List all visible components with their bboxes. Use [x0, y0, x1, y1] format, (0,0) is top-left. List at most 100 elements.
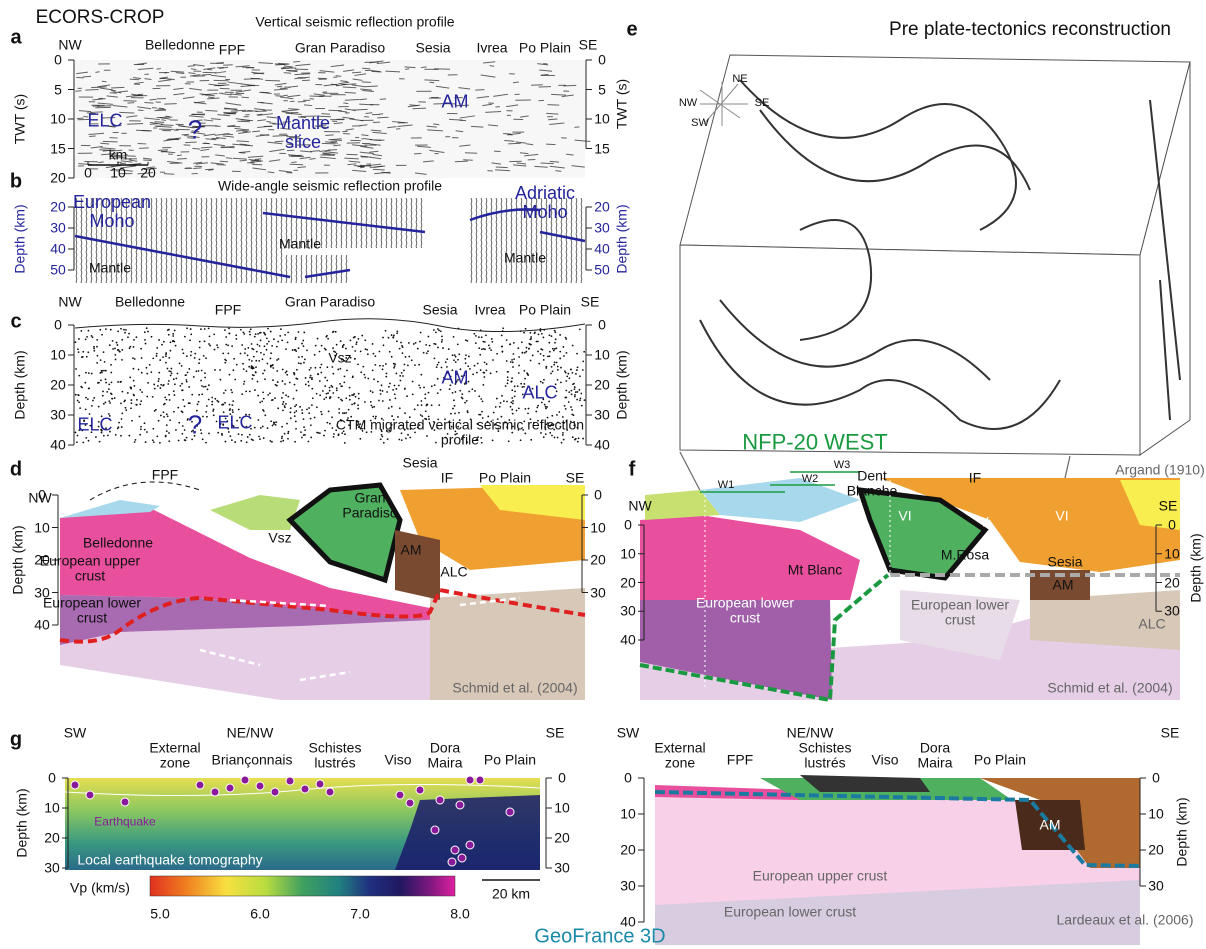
- tick-label: 30: [620, 877, 636, 894]
- reflection-dot: [372, 352, 375, 355]
- reflection-dot: [239, 416, 241, 419]
- reflection: [520, 115, 529, 118]
- reflection: [232, 157, 247, 160]
- reflection-dot: [339, 382, 341, 385]
- reflection-dot: [523, 385, 525, 388]
- reflection-dot: [551, 434, 553, 437]
- footer: GeoFrance 3D: [534, 925, 666, 948]
- reflection: [85, 89, 99, 91]
- reflection-dot: [389, 427, 392, 429]
- reflection: [163, 173, 175, 175]
- reflection-dot: [147, 382, 149, 384]
- panel-label: Vp (km/s): [70, 879, 130, 896]
- tick-label: 30: [1148, 877, 1164, 894]
- reflection-dot: [207, 384, 210, 387]
- panel-letter: a: [10, 26, 22, 49]
- reflection-dot: [241, 433, 243, 436]
- reflection-dot: [223, 415, 226, 418]
- reflection-dot: [333, 350, 335, 353]
- reflection-dot: [583, 399, 586, 402]
- reflection: [289, 163, 304, 166]
- reflection-dot: [251, 347, 254, 350]
- reflection-dot: [576, 426, 579, 429]
- reflection-dot: [293, 415, 296, 418]
- reflection-dot: [345, 357, 348, 359]
- reflection-dot: [313, 416, 316, 419]
- reflection-dot: [512, 425, 514, 428]
- reflection-dot: [120, 327, 122, 330]
- reflection: [283, 67, 290, 69]
- reflection: [317, 115, 332, 118]
- reflection-dot: [573, 382, 575, 385]
- reflection: [433, 123, 440, 126]
- panel-label: CTM migrated vertical seismic reflection…: [335, 416, 585, 447]
- reflection: [235, 89, 252, 93]
- panel-label: SW: [691, 117, 709, 130]
- reflection-dot: [454, 433, 457, 436]
- reflection-dot: [178, 362, 181, 365]
- reflection-dot: [481, 400, 484, 403]
- reflection: [92, 98, 106, 101]
- reflection-dot: [224, 329, 226, 332]
- reflection-dot: [132, 357, 134, 360]
- reflection-dot: [439, 330, 442, 333]
- tick-label: 20: [590, 551, 606, 568]
- tick-label: 0: [1152, 769, 1160, 786]
- reflection-dot: [442, 347, 444, 349]
- reflection: [540, 162, 554, 165]
- reflection: [247, 109, 258, 112]
- reflection-dot: [265, 337, 268, 340]
- reflection: [112, 154, 123, 157]
- reflection-dot: [325, 392, 328, 395]
- reflection-dot: [267, 340, 270, 343]
- reflection-dot: [96, 382, 99, 384]
- reflection-dot: [473, 332, 476, 335]
- reflection-dot: [351, 394, 354, 396]
- reflection-dot: [208, 432, 210, 435]
- reflection-dot: [543, 403, 546, 406]
- reflection-dot: [348, 398, 351, 401]
- reflection: [256, 113, 263, 116]
- reflection-dot: [394, 397, 397, 400]
- reflection-dot: [382, 441, 385, 444]
- reflection-dot: [317, 431, 320, 434]
- reflection-dot: [381, 390, 384, 392]
- reflection-dot: [556, 436, 559, 439]
- reflection-dot: [511, 397, 514, 399]
- reflection: [395, 128, 401, 130]
- reflection-dot: [160, 383, 163, 386]
- reflection-dot: [380, 428, 383, 431]
- reflection-dot: [146, 372, 149, 375]
- reflection-dot: [565, 380, 568, 382]
- reflection: [313, 93, 326, 96]
- panel-label: SE: [754, 97, 770, 110]
- reflection: [409, 104, 418, 107]
- reflection-dot: [125, 328, 127, 331]
- reflection-dot: [257, 332, 259, 335]
- reflection-dot: [480, 398, 483, 400]
- reflection-dot: [347, 408, 350, 411]
- tick-label: 40: [620, 913, 636, 930]
- reflection-dot: [473, 364, 476, 367]
- reflection: [163, 138, 179, 142]
- reflection-dot: [250, 365, 253, 367]
- reflection-dot: [406, 395, 408, 398]
- reflection-dot: [237, 408, 240, 411]
- reflection-dot: [76, 441, 78, 444]
- reflection-dot: [259, 427, 262, 429]
- reflection: [483, 61, 496, 64]
- reflection-dot: [261, 425, 264, 428]
- reflection-dot: [575, 372, 577, 375]
- reflection: [102, 149, 111, 152]
- reflection: [482, 103, 493, 107]
- reflection-dot: [578, 399, 581, 402]
- reflection: [300, 150, 313, 153]
- reflection-dot: [442, 376, 445, 379]
- reflection-dot: [236, 419, 238, 422]
- tick-label: 20: [620, 841, 636, 858]
- reflection-dot: [457, 327, 460, 330]
- reflection-dot: [548, 400, 551, 403]
- reflection-dot: [545, 423, 548, 426]
- reflection: [574, 139, 591, 143]
- panel-label: Viso: [384, 751, 412, 768]
